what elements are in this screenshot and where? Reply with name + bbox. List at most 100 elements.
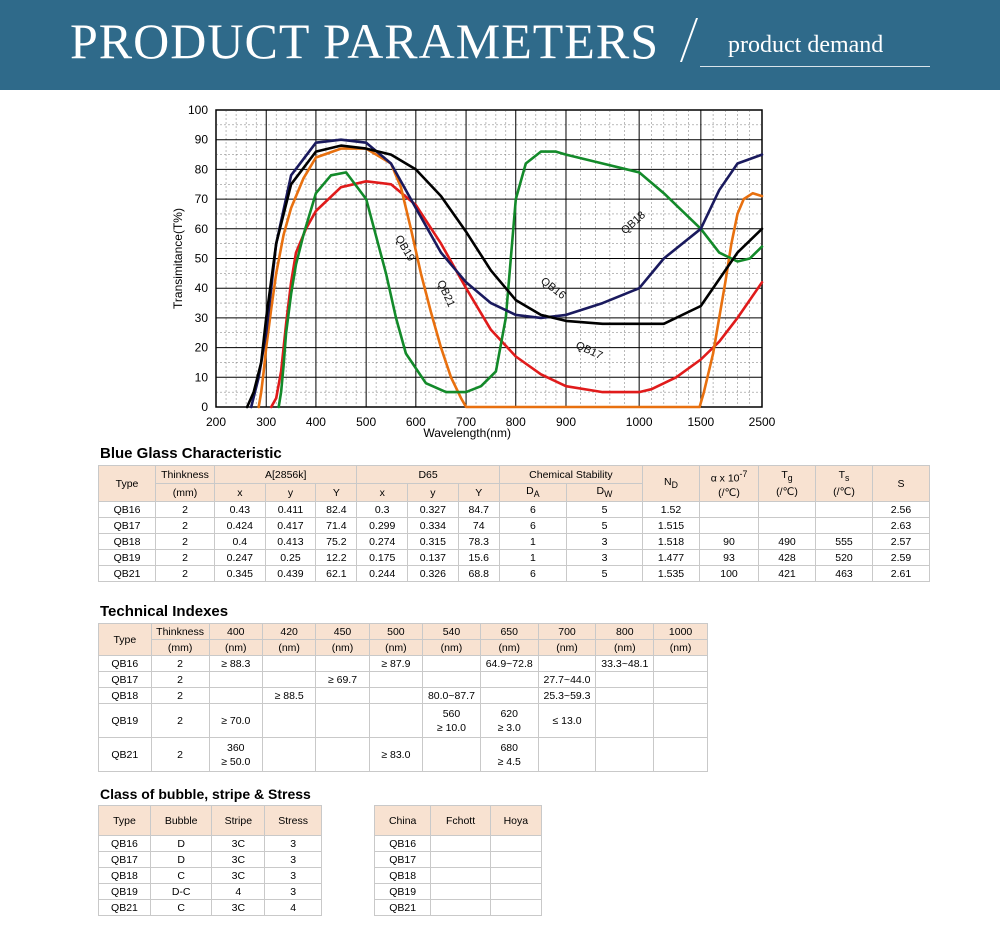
tech-indexes-title: Technical Indexes [100,603,229,620]
header-nm: (nm) [315,639,370,656]
y-tick-label: 50 [195,252,209,266]
table-cell: 93 [699,549,759,567]
blue-glass-table: Type Thinkness A[2856k] D65 Chemical Stabili… [98,464,930,583]
table-cell [368,687,424,704]
cell-line: 25.3~59.3 [543,689,591,702]
table-cell: 360 ≥ 50.0 [208,737,263,772]
header-hoya: Hoya [489,805,543,836]
table-cell [261,671,317,688]
subtitle-underline [700,66,930,67]
y-tick-label: 40 [195,281,209,295]
table-cell: 3C [211,899,266,916]
table-cell [430,835,491,852]
table-cell: 0.175 [356,549,409,567]
table-cell: D-C [149,883,213,900]
table-cell [422,737,481,772]
table-row: QB19 D-C 4 3 [98,883,322,900]
y-tick-label: 10 [195,370,209,384]
cell-text: D [526,485,534,497]
header-ts: Ts (/℃) [815,464,873,503]
table-cell: 80.0~87.7 [422,687,481,704]
table-cell: ≥ 69.7 [315,671,370,688]
blue-glass-title: Blue Glass Characteristic [100,445,282,462]
x-tick-label: 600 [406,415,426,429]
table-cell [315,737,370,772]
table-cell: 1.477 [642,549,700,567]
table-cell: 0.299 [356,517,409,535]
x-tick-label: 300 [256,415,276,429]
table-row: QB17 [373,851,543,868]
table-cell: 90 [699,533,759,551]
table-cell [315,687,370,704]
header-wavelength: 450 [315,623,370,640]
table-cell: 2 [150,655,210,672]
table-cell: QB19 [98,703,152,738]
header-chemical-stability: Chemical Stability [498,465,644,484]
cell-line: ≥ 4.5 [497,755,521,768]
header-dw: DW [565,482,644,503]
table-cell: 2.56 [872,501,930,519]
table-cell: 6 [498,501,567,519]
table-cell [489,883,543,900]
table-cell: QB16 [98,501,156,519]
cell-line: ≥ 88.3 [221,657,251,670]
table-cell [261,703,317,738]
table-cell: 3 [565,533,644,551]
table-cell: 1.52 [642,501,700,519]
cell-line: ≥ 70.0 [221,714,251,727]
table-cell: 1.535 [642,565,700,583]
bubble-title: Class of bubble, stripe & Stress [100,786,311,802]
table-cell: 25.3~59.3 [537,687,597,704]
table-cell: 2 [155,517,215,535]
header-thinkness: Thinkness [155,465,215,484]
table-cell: 3 [264,883,322,900]
ts-subscript: s [845,473,850,484]
header-wavelength: 500 [368,623,424,640]
y-tick-label: 30 [195,311,209,325]
table-cell: 0.25 [264,549,317,567]
table-cell: QB21 [373,899,432,916]
dw-subscript: W [604,489,613,500]
table-cell [653,703,708,738]
table-cell: 2 [155,565,215,583]
table-cell: 4 [264,899,322,916]
cell-line: 27.7~44.0 [543,673,591,686]
cell-line: ≥ 83.0 [381,748,411,761]
header-wavelength: 420 [261,623,317,640]
header-wavelength: 1000 [653,623,708,640]
header-nm: (nm) [422,639,481,656]
table-cell [595,737,655,772]
cell-line: 33.3~48.1 [601,657,649,670]
table-cell: 520 [815,549,873,567]
bubble-table: Type Bubble Stripe Stress QB16 D 3C 3 QB17 D 3C 3 QB… [98,805,322,916]
table-cell: 4 [211,883,266,900]
table-cell: ≤ 13.0 [537,703,597,738]
y-axis-label: Transimitance(T%) [171,208,185,309]
table-cell [489,835,543,852]
x-axis-label: Wavelength(nm) [423,426,511,440]
table-cell: 5 [565,565,644,583]
table-cell: QB17 [98,671,152,688]
table-cell: QB17 [98,517,156,535]
table-row: QB19 2 ≥ 70.0 560 ≥ 10.0 620 ≥ 3.0 ≤ 13.0 [98,703,708,738]
cell-text: (/℃) [718,486,740,499]
table-cell [261,655,317,672]
table-row: QB18 C 3C 3 [98,867,322,884]
table-cell: 463 [815,565,873,583]
cell-line: ≥ 87.9 [381,657,411,670]
table-cell: 0.413 [264,533,317,551]
table-cell: QB18 [98,687,152,704]
equivalents-table: China Fchott Hoya QB16 QB17 QB18 QB19 QB21 [373,805,543,916]
cell-text: (/℃) [833,486,855,499]
table-cell [699,501,759,519]
table-cell: 3C [211,851,266,868]
header-nm: (nm) [653,639,708,656]
cell-line: 80.0~87.7 [427,689,475,702]
y-tick-label: 0 [201,400,208,414]
table-cell: 3C [211,835,266,852]
table-row: QB17 2 ≥ 69.7 27.7~44.0 [98,671,708,688]
table-row: QB21 2 0.345 0.439 62.1 0.244 0.326 68.8 6 5 1.535… [98,565,930,583]
table-cell: QB21 [98,565,156,583]
table-cell: 0.411 [264,501,317,519]
table-cell [653,737,708,772]
